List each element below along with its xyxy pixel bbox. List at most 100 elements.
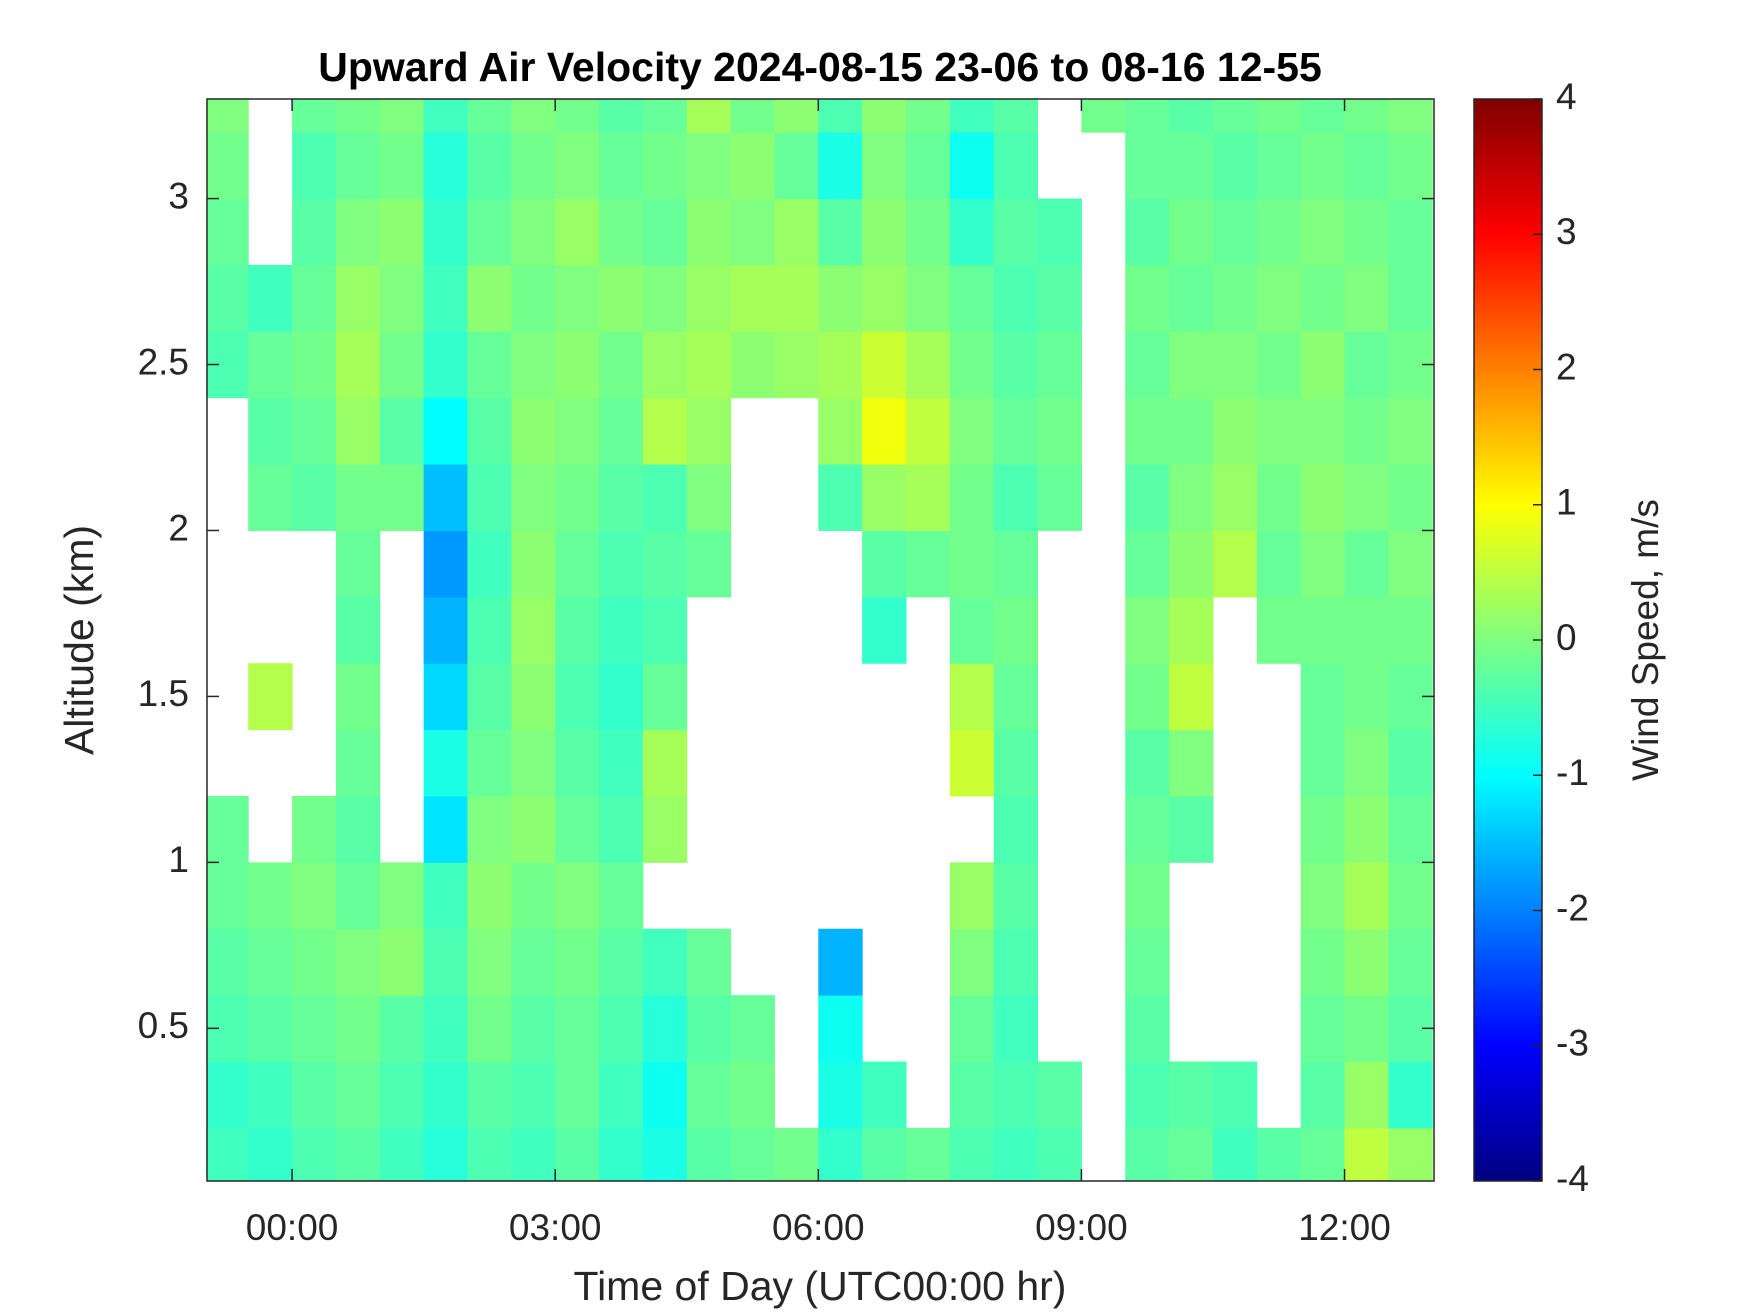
heatmap-cell [642,198,688,266]
heatmap-cell [818,464,863,531]
y-tick-label: 0.5 [138,1005,189,1046]
heatmap-cell [1344,198,1389,266]
heatmap-cell [248,397,293,465]
x-axis-label: Time of Day (UTC00:00 hr) [574,1263,1067,1309]
heatmap-cell [818,99,863,133]
heatmap-cell [555,663,600,731]
heatmap-cell [335,795,381,863]
heatmap-cell [335,132,381,200]
heatmap-cell [1212,530,1258,598]
heatmap-cell [599,132,644,200]
heatmap-cell [292,862,337,930]
heatmap-cell [949,397,995,465]
heatmap-cell [467,397,512,465]
heatmap-cell [248,1127,293,1181]
heatmap-cell [1344,928,1389,996]
y-tick-label: 2.5 [138,341,189,382]
heatmap-cell [207,99,249,133]
heatmap-cell [1300,397,1346,465]
heatmap-cell [642,1127,688,1181]
heatmap-cell [467,264,512,332]
heatmap-cell [1300,198,1346,266]
heatmap-cell [423,464,468,531]
heatmap-cell [1388,1061,1433,1129]
heatmap-cell [467,729,512,797]
heatmap-cell [686,132,732,200]
colorbar-tick-label: -1 [1556,752,1589,793]
heatmap-cell [599,331,644,399]
heatmap-cell [1388,464,1433,531]
colorbar-tick-label: 1 [1556,482,1577,523]
heatmap-cell [1081,99,1126,133]
heatmap-cell [467,1061,512,1129]
colorbar-tick-label: 2 [1556,346,1577,387]
heatmap-cell [949,1127,995,1181]
heatmap-cell [774,1127,819,1181]
heatmap-cell [1256,1127,1302,1181]
heatmap-cell [818,1061,863,1129]
heatmap-cell [335,995,381,1063]
heatmap-cell [1037,264,1082,332]
heatmap-cell [1037,397,1082,465]
heatmap-cell [686,530,732,598]
heatmap-cell [292,331,337,399]
heatmap-cell [686,397,732,465]
heatmap-cell [862,132,907,200]
heatmap-cell [774,331,819,399]
heatmap-cell [862,464,907,531]
heatmap-cell [1256,99,1302,133]
heatmap-cell [1037,1127,1082,1181]
heatmap-cell [774,198,819,266]
heatmap-cell [862,397,907,465]
heatmap-cell [1125,530,1170,598]
colorbar-label: Wind Speed, m/s [1625,499,1666,781]
heatmap-cell [1344,862,1389,930]
heatmap-cell [248,331,293,399]
heatmap-cell [993,663,1039,731]
heatmap-cell [1388,397,1433,465]
heatmap-cell [335,464,381,531]
heatmap-cell [423,663,468,731]
heatmap-cell [642,795,688,863]
chart-title: Upward Air Velocity 2024-08-15 23-06 to … [318,44,1322,90]
heatmap-cell [818,198,863,266]
x-tick-label: 06:00 [772,1207,865,1248]
heatmap-cell [1125,995,1170,1063]
heatmap-cell [949,928,995,996]
heatmap-cell [423,729,468,797]
heatmap-cell [379,1061,425,1129]
colorbar-tick-label: -4 [1556,1158,1589,1199]
heatmap-cell [467,1127,512,1181]
heatmap-cell [207,928,249,996]
heatmap-cell [1125,132,1170,200]
heatmap-cell [1169,1061,1214,1129]
heatmap-cell [467,331,512,399]
heatmap-cell [1125,663,1170,731]
heatmap-cell [1256,596,1302,664]
heatmap-cell [1169,132,1214,200]
heatmap-cell [511,331,556,399]
heatmap-cell [818,397,863,465]
heatmap-cell [1300,663,1346,731]
x-tick-label: 03:00 [509,1207,602,1248]
heatmap-cell [1300,331,1346,399]
heatmap-cell [599,995,644,1063]
heatmap-cell [686,928,732,996]
heatmap-cell [1125,1061,1170,1129]
heatmap-cell [642,530,688,598]
heatmap-cell [1212,397,1258,465]
plot-frame [206,98,1435,1182]
heatmap-cell [467,995,512,1063]
heatmap-cell [686,1061,732,1129]
heatmap-cell [642,928,688,996]
heatmap-cell [1344,331,1389,399]
heatmap-cell [423,1061,468,1129]
heatmap-cell [1256,464,1302,531]
heatmap-cell [599,729,644,797]
heatmap-cell [1212,1061,1258,1129]
heatmap-cell [862,264,907,332]
heatmap-cell [642,1061,688,1129]
heatmap-cell [774,99,819,133]
heatmap-cell [555,530,600,598]
